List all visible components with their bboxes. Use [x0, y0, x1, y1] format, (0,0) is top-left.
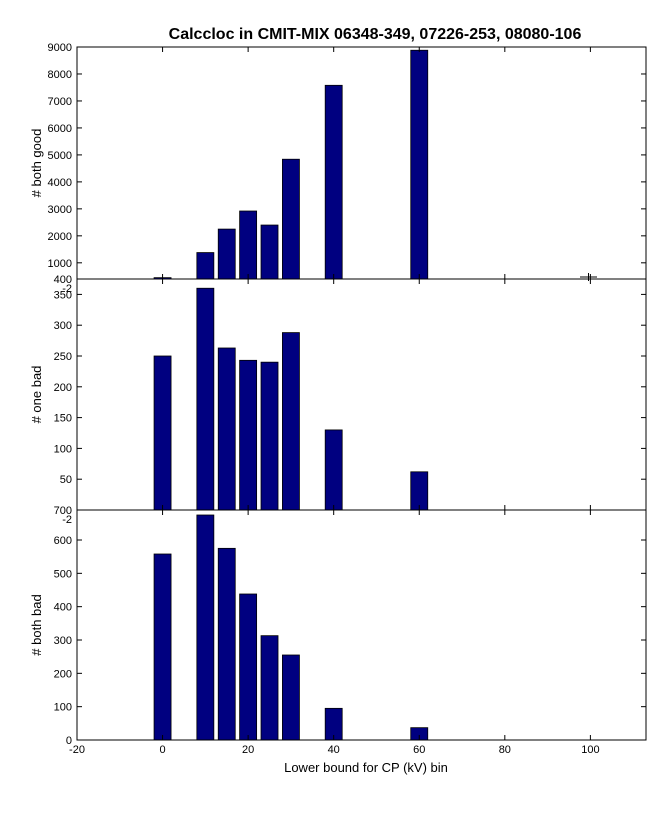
- x-axis-label: Lower bound for CP (kV) bin: [284, 760, 448, 775]
- y-tick-label: 200: [54, 668, 72, 680]
- bar: [196, 514, 215, 741]
- axes-box: [76, 46, 647, 280]
- y-tick-label: 50: [60, 474, 72, 486]
- y-tick-label: 300: [54, 320, 72, 332]
- x-tick-label: 20: [242, 744, 254, 756]
- y-tick-label: 300: [54, 635, 72, 647]
- bar: [324, 429, 343, 511]
- chart-title: Calccloc in CMIT-MIX 06348-349, 07226-25…: [169, 26, 582, 43]
- overlap-tick-label: 400: [54, 274, 72, 286]
- y-tick-label: 400: [54, 602, 72, 614]
- x-tick-label: 80: [499, 744, 511, 756]
- bar: [239, 359, 258, 511]
- y-tick-label: 100: [54, 443, 72, 455]
- bar: [196, 287, 215, 511]
- bar: [217, 347, 236, 511]
- y-tick-label: 2000: [48, 231, 72, 243]
- x-tick-label: 0: [160, 744, 166, 756]
- bar: [196, 252, 215, 280]
- y-axis-label: # both bad: [29, 594, 44, 655]
- bar: [260, 635, 279, 741]
- y-tick-label: 9000: [48, 42, 72, 54]
- bar: [282, 654, 300, 741]
- bar: [324, 84, 343, 280]
- bar: [410, 49, 429, 280]
- y-tick-label: 250: [54, 351, 72, 363]
- x-tick-label: 60: [413, 744, 425, 756]
- y-tick-label: 350: [54, 289, 72, 301]
- y-tick-label: 0: [66, 735, 72, 747]
- x-tick-label: 40: [328, 744, 340, 756]
- bar: [153, 553, 172, 741]
- y-tick-label: 100: [54, 702, 72, 714]
- bar: [153, 355, 172, 511]
- y-tick-label: 1000: [48, 258, 72, 270]
- y-tick-label: 5000: [48, 150, 72, 162]
- y-axis-label: # one bad: [29, 366, 44, 424]
- y-axis-label: # both good: [29, 129, 44, 198]
- x-tick-label: -20: [69, 744, 85, 756]
- x-tick-label: 100: [581, 744, 599, 756]
- overlap-tick-label: -2: [62, 514, 72, 526]
- bar: [282, 332, 300, 511]
- y-tick-label: 150: [54, 413, 72, 425]
- bar: [282, 158, 300, 280]
- y-tick-label: 500: [54, 568, 72, 580]
- y-tick-label: 3000: [48, 204, 72, 216]
- bar: [217, 547, 236, 741]
- y-tick-label: 200: [54, 382, 72, 394]
- y-tick-label: 7000: [48, 96, 72, 108]
- overlap-tick-label: -2: [62, 283, 72, 295]
- y-tick-label: 600: [54, 535, 72, 547]
- y-tick-label: 4000: [48, 177, 72, 189]
- overlap-tick-label: 700: [54, 505, 72, 517]
- bar: [410, 471, 429, 511]
- bar: [239, 210, 258, 280]
- bar: [260, 361, 279, 511]
- y-tick-label: 6000: [48, 123, 72, 135]
- bar: [260, 224, 279, 280]
- axes-box: [76, 509, 647, 741]
- bar: [217, 228, 236, 280]
- bar: [239, 593, 258, 741]
- y-tick-label: 8000: [48, 69, 72, 81]
